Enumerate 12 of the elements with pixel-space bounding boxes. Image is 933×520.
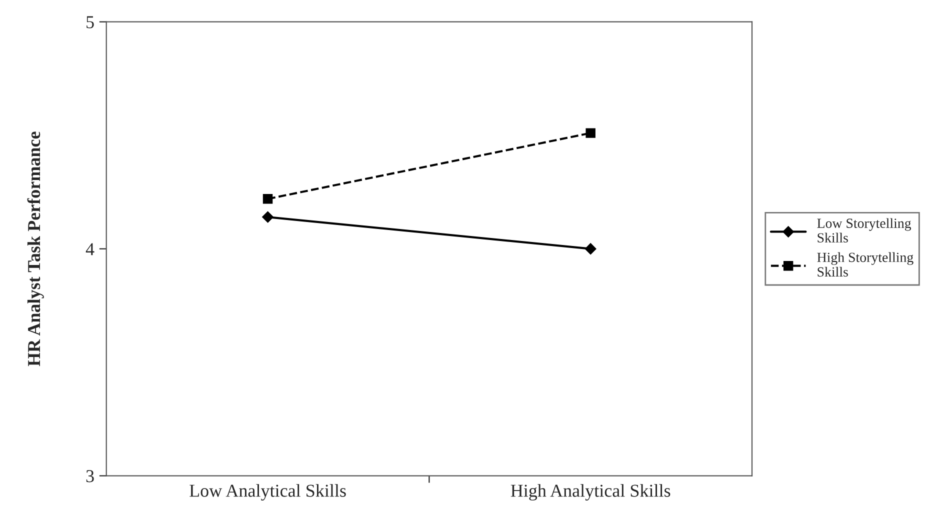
point — [584, 243, 596, 254]
y-tick-label: 3 — [86, 470, 94, 482]
legend-label: Low Storytelling Skills — [817, 218, 912, 243]
y-tick-label: 4 — [86, 243, 94, 256]
legend-label: High Storytelling Skills — [817, 252, 914, 277]
y-axis-title: HR Analyst Task Performance — [27, 132, 44, 366]
point — [586, 128, 596, 138]
x-tick-label: Low Analytical Skills — [190, 484, 346, 501]
point — [262, 211, 274, 223]
y-tick-label: 5 — [86, 16, 94, 28]
x-tick-label: High Analytical Skills — [510, 484, 670, 501]
point — [262, 194, 273, 204]
